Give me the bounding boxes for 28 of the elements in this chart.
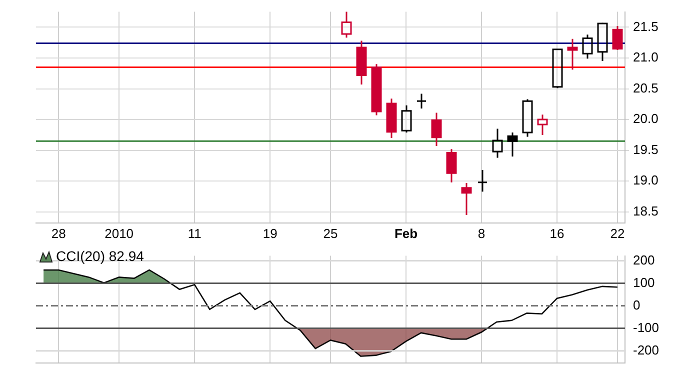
y-tick-label: 20.5 [633, 80, 658, 96]
x-tick-label: 2010 [104, 226, 134, 242]
x-tick-label: 28 [51, 226, 66, 242]
chart-title: CCI(20) 82.94 [56, 248, 144, 264]
candlestick [597, 22, 608, 62]
candlestick [341, 11, 352, 38]
x-tick-label: 16 [550, 226, 564, 242]
x-tick-label: 11 [188, 226, 202, 242]
candlestick [477, 169, 488, 192]
x-tick-label: 25 [323, 226, 338, 242]
y-tick-label: -200 [633, 342, 660, 358]
y-tick-label: 19.0 [633, 172, 658, 188]
candlestick [537, 114, 548, 136]
y-tick-label: 19.5 [633, 142, 658, 157]
y-tick-label: 21.5 [633, 18, 658, 34]
y-tick-label: 18.5 [633, 203, 658, 218]
x-tick-label: 19 [262, 226, 278, 242]
x-tick-label: Feb [394, 226, 418, 242]
y-tick-label: 100 [633, 274, 655, 290]
x-tick-label: 22 [610, 226, 625, 242]
y-tick-label: -100 [633, 320, 660, 335]
x-tick-label: 8 [478, 226, 486, 242]
candlestick [416, 92, 427, 110]
candlestick [492, 128, 503, 158]
y-tick-label: 200 [633, 252, 655, 268]
y-tick-label: 20.0 [633, 111, 658, 126]
y-tick-label: 21.0 [633, 50, 658, 65]
y-tick-label: 0 [633, 297, 640, 312]
